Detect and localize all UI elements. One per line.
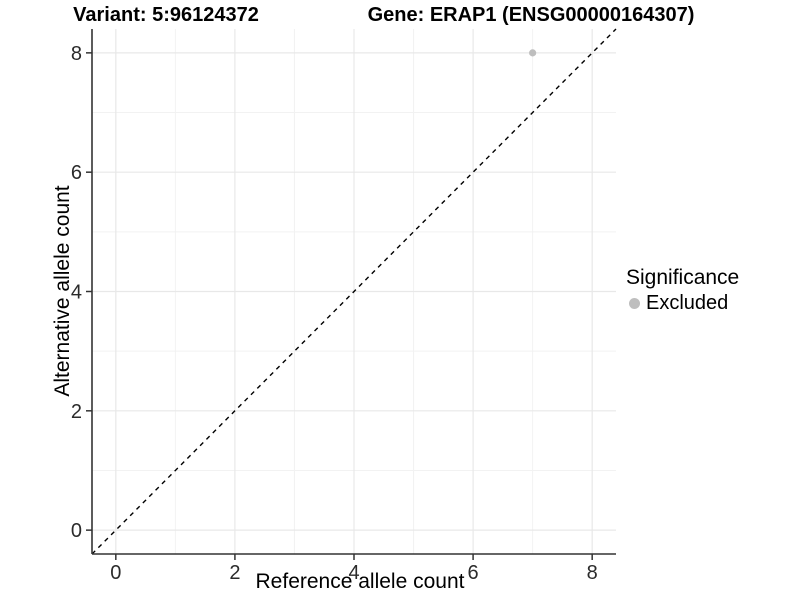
- x-tick-label: 4: [348, 562, 359, 584]
- legend-item-excluded: Excluded: [626, 292, 739, 315]
- y-axis-label: Alternative allele count: [51, 185, 74, 397]
- x-tick-label: 8: [587, 562, 598, 584]
- x-axis-label: Reference allele count: [255, 570, 465, 593]
- x-tick-label: 0: [110, 562, 121, 584]
- y-tick-label: 8: [71, 43, 82, 65]
- y-tick-label: 6: [71, 162, 82, 184]
- y-tick-label: 2: [71, 401, 82, 423]
- variant-title: Variant: 5:96124372: [73, 4, 259, 26]
- legend-title: Significance: [626, 266, 740, 289]
- legend-item-label: Excluded: [646, 292, 729, 314]
- y-tick-label: 4: [71, 282, 82, 304]
- identity-dashed-line: [91, 28, 617, 555]
- x-tick-label: 6: [468, 562, 479, 584]
- legend-point-icon: [629, 298, 640, 309]
- data-point: [529, 49, 537, 57]
- y-tick-label: 0: [71, 520, 82, 542]
- gene-title: Gene: ERAP1 (ENSG00000164307): [367, 4, 695, 26]
- legend: Significance Excluded: [626, 266, 739, 315]
- x-tick-label: 2: [229, 562, 240, 584]
